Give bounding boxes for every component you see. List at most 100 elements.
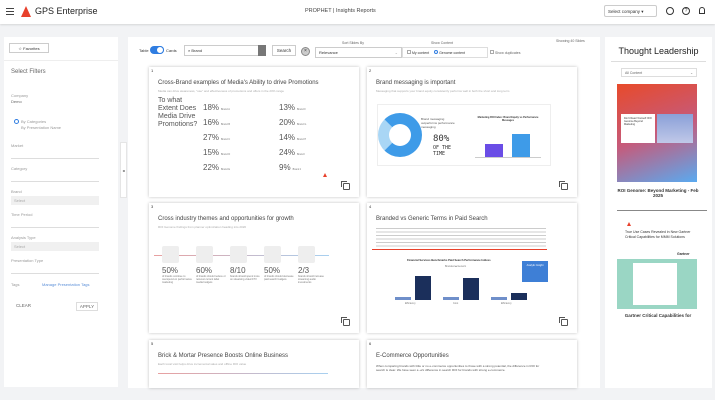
theme-icon xyxy=(162,246,179,263)
category-field[interactable] xyxy=(11,173,99,182)
bell-icon[interactable] xyxy=(699,7,705,14)
bar-generic xyxy=(463,278,479,300)
slide-card[interactable]: 2 Brand messaging is important Messaging… xyxy=(367,67,577,197)
reset-icon[interactable]: × xyxy=(301,47,310,56)
brand-label: PROPHET xyxy=(305,8,332,14)
show-content-label: Show Content xyxy=(431,41,453,45)
slide-card[interactable]: 5 Brick & Mortar Presence Boosts Online … xyxy=(149,340,359,388)
brand-stat: 18% Brand A xyxy=(203,103,230,112)
view-toggle[interactable] xyxy=(150,46,164,54)
section-title: Insights Reports xyxy=(336,8,376,14)
clear-search-icon[interactable] xyxy=(258,45,266,56)
slide-card[interactable]: 4 Branded vs Generic Terms in Paid Searc… xyxy=(367,203,577,333)
bar-branded xyxy=(443,297,459,300)
report-title[interactable]: ROI Genome: Beyond Marketing - Feb 2025 xyxy=(617,188,699,198)
analysis-type-field[interactable]: Select xyxy=(11,242,99,251)
bar-generic xyxy=(415,276,431,300)
category-label: Category xyxy=(11,166,28,171)
app-title: GPS Enterprise xyxy=(35,6,98,16)
cards-view-label[interactable]: Cards xyxy=(166,48,177,53)
slide-subtitle: ROI Genome findings from planner optimiz… xyxy=(158,225,247,229)
genome-content-label: Genome content xyxy=(439,51,465,55)
slide-subtitle: When comparing brands with little or no … xyxy=(376,364,540,372)
slide-subtitle: Media can drive awareness, "use" and eff… xyxy=(158,89,284,93)
show-duplicates-checkbox[interactable] xyxy=(490,50,494,54)
brand-stat: 24% Brand I xyxy=(279,148,306,157)
filters-title: Select Filters xyxy=(11,69,46,75)
manage-tags-link[interactable]: Manage Presentation Tags xyxy=(42,282,90,287)
genome-content-radio[interactable] xyxy=(434,50,439,54)
slide-card[interactable]: 1 Cross-Brand examples of Media's Abilit… xyxy=(149,67,359,197)
logo-icon xyxy=(323,173,327,177)
presentation-type-field[interactable] xyxy=(11,265,99,274)
radio-label: By Categories xyxy=(21,119,47,124)
my-content-checkbox[interactable] xyxy=(407,50,411,54)
theme-stat: 50% of brands continue to overspend on pe… xyxy=(162,266,192,284)
slide-title: Brick & Mortar Presence Boosts Online Bu… xyxy=(158,353,289,359)
bar-generic xyxy=(511,293,527,300)
report-cover[interactable] xyxy=(617,259,697,309)
insight-box: Analytic Insight xyxy=(522,261,548,282)
source-label: Gartner xyxy=(677,252,690,256)
logo-icon xyxy=(21,6,31,17)
brand-stat: 9% Brand J xyxy=(279,163,302,172)
slide-subtitle: Messaging that supports your brand equit… xyxy=(376,89,510,93)
market-field[interactable] xyxy=(11,150,99,159)
slide-title: Branded vs Generic Terms in Paid Search xyxy=(376,216,488,222)
theme-stat: 2/3 brands should increase streaming audi… xyxy=(298,266,324,284)
slide-count: Showing 40 Slides xyxy=(556,39,585,43)
company-select-value: Select company xyxy=(608,9,641,14)
theme-stat: 50% of brands should decrease paid search… xyxy=(264,266,294,281)
radio-by-name[interactable] xyxy=(14,125,19,130)
favorites-button[interactable]: ☆ Favorites xyxy=(9,43,49,53)
help-icon[interactable]: ? xyxy=(682,7,690,15)
thought-leadership-panel: Thought Leadership All Content ⌄ Don't Re… xyxy=(605,37,712,388)
theme-stat: 60% of brands should reduce or reinvest c… xyxy=(196,266,226,284)
brand-field[interactable]: Select xyxy=(11,196,99,205)
panel-title: Thought Leadership xyxy=(618,46,699,56)
company-select[interactable]: Select company ▾ xyxy=(604,5,657,17)
collapse-sidebar-handle[interactable]: ◂ xyxy=(120,142,127,198)
theme-icon xyxy=(196,246,213,263)
table-view-label[interactable]: Table xyxy=(139,48,149,53)
clear-button[interactable]: CLEAR xyxy=(16,303,32,308)
content-filter-select[interactable]: All Content ⌄ xyxy=(621,68,697,77)
report-cover[interactable]: Don't Read Yourself: ROI Genome Beyond M… xyxy=(617,84,697,182)
big-stat-sub: OF THE TIME xyxy=(433,145,452,157)
copy-icon[interactable] xyxy=(559,317,568,326)
sort-label: Sort Slides By xyxy=(342,41,364,45)
bar-branded xyxy=(395,297,411,300)
donut-chart xyxy=(378,113,422,157)
report-title[interactable]: Gartner Critical Capabilities for xyxy=(624,313,692,318)
bar-product xyxy=(485,144,503,157)
theme-stat: 8/10 brands should spend more on streamin… xyxy=(230,266,260,281)
copy-icon[interactable] xyxy=(559,181,568,190)
brand-stat: 16% Brand B xyxy=(203,118,231,127)
time-period-field[interactable] xyxy=(11,219,99,228)
donut-text: Brand messaging outperforms performance … xyxy=(421,117,455,129)
category-label: Cost xyxy=(453,302,459,305)
brand-stat: 14% Brand H xyxy=(279,133,307,142)
presentation-type-label: Presentation Type xyxy=(11,258,44,263)
slide-card[interactable]: 3 Cross industry themes and opportunitie… xyxy=(149,203,359,333)
brand-stat: 20% Brand G xyxy=(279,118,307,127)
search-button[interactable]: Search xyxy=(272,45,296,56)
slide-title: Brand messaging is important xyxy=(376,80,456,86)
company-value: Demo xyxy=(11,99,22,104)
copy-icon[interactable] xyxy=(341,181,350,190)
show-duplicates-label: Show duplicates xyxy=(494,51,521,55)
search-input[interactable]: ⌕ Brand xyxy=(184,45,259,56)
menu-icon[interactable] xyxy=(6,8,14,15)
slide-card[interactable]: 6 E-Commerce Opportunities When comparin… xyxy=(367,340,577,388)
bar-branded xyxy=(491,297,507,300)
settings-icon[interactable] xyxy=(666,7,674,15)
slide-question: To what Extent Does Media Drive Promotio… xyxy=(158,97,198,128)
apply-button[interactable]: APPLY xyxy=(76,302,98,311)
bar-brand xyxy=(512,134,530,157)
radio-by-categories[interactable] xyxy=(14,119,19,124)
sort-select[interactable]: Relevance ⌄ xyxy=(315,47,402,58)
theme-icon xyxy=(298,246,315,263)
copy-icon[interactable] xyxy=(341,317,350,326)
time-period-label: Time Period xyxy=(11,212,33,217)
brand-stat: 27% Brand C xyxy=(203,133,231,142)
